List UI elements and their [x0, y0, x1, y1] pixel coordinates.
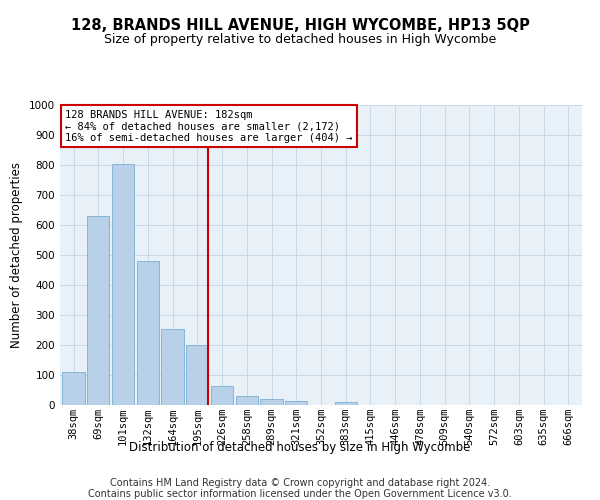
Bar [62, 372, 85, 405]
Text: Distribution of detached houses by size in High Wycombe: Distribution of detached houses by size … [130, 441, 470, 454]
Bar [211, 386, 233, 405]
Bar [236, 396, 258, 405]
Bar [161, 328, 184, 405]
Text: Contains HM Land Registry data © Crown copyright and database right 2024.: Contains HM Land Registry data © Crown c… [110, 478, 490, 488]
Text: Contains public sector information licensed under the Open Government Licence v3: Contains public sector information licen… [88, 489, 512, 499]
Bar [186, 345, 208, 405]
Y-axis label: Number of detached properties: Number of detached properties [10, 162, 23, 348]
Text: 128, BRANDS HILL AVENUE, HIGH WYCOMBE, HP13 5QP: 128, BRANDS HILL AVENUE, HIGH WYCOMBE, H… [71, 18, 529, 32]
Bar [87, 216, 109, 405]
Bar [137, 261, 159, 405]
Text: 128 BRANDS HILL AVENUE: 182sqm
← 84% of detached houses are smaller (2,172)
16% : 128 BRANDS HILL AVENUE: 182sqm ← 84% of … [65, 110, 353, 142]
Bar [112, 164, 134, 405]
Bar [260, 399, 283, 405]
Text: Size of property relative to detached houses in High Wycombe: Size of property relative to detached ho… [104, 32, 496, 46]
Bar [285, 401, 307, 405]
Bar [335, 402, 357, 405]
